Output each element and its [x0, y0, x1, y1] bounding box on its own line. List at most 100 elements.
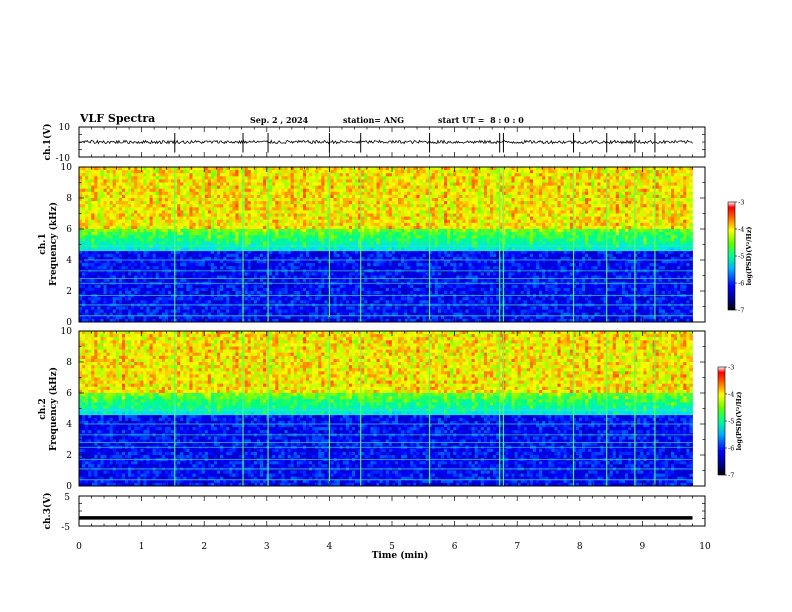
- spectrogram-cell: [223, 191, 227, 196]
- spectrogram-cell: [275, 291, 279, 295]
- spectrogram-cell: [204, 250, 209, 255]
- spectrogram-cell: [287, 179, 292, 183]
- spectrogram-cell: [223, 278, 227, 283]
- spectrogram-cell: [370, 201, 374, 205]
- spectrogram-cell: [256, 278, 261, 283]
- spectrogram-cell: [238, 247, 242, 252]
- spectrogram-cell: [204, 275, 209, 279]
- spectrogram-cell: [158, 306, 163, 310]
- spectrogram-cell: [336, 173, 341, 177]
- spectrogram-cell: [192, 297, 196, 301]
- spectrogram-cell: [213, 194, 218, 199]
- spectrogram-cell: [161, 198, 166, 202]
- spectrogram-cell: [207, 297, 212, 301]
- spectrogram-cell: [100, 312, 104, 317]
- spectrogram-cell: [143, 219, 147, 224]
- spectrogram-cell: [189, 241, 193, 245]
- spectrogram-cell: [293, 210, 298, 214]
- spectrogram-cell: [321, 179, 325, 183]
- spectrogram-cell: [238, 219, 242, 224]
- spectrogram-cell: [134, 216, 138, 221]
- spectrogram-cell: [217, 229, 221, 233]
- spectrogram-cell: [345, 291, 350, 295]
- spectrogram-cell: [263, 204, 267, 208]
- spectrogram-cell: [305, 284, 310, 289]
- spectrogram-cell: [164, 229, 169, 233]
- spectrogram-cell: [100, 284, 104, 289]
- spectrogram-cell: [339, 238, 344, 242]
- spectrogram-cell: [281, 306, 285, 310]
- spectrogram-cell: [115, 198, 120, 202]
- spectrogram-cell: [250, 238, 255, 242]
- spectrogram-cell: [204, 173, 209, 177]
- spectrogram-cell: [158, 312, 163, 317]
- spectrogram-cell: [85, 284, 89, 289]
- spectrogram-cell: [256, 179, 261, 183]
- spectrogram-cell: [229, 272, 233, 276]
- spectrogram-cell: [210, 201, 215, 205]
- spectrogram-cell: [250, 309, 255, 314]
- spectrogram-cell: [330, 201, 334, 205]
- spectrogram-cell: [244, 176, 249, 180]
- spectrogram-cell: [143, 306, 147, 310]
- spectrogram-cell: [370, 300, 374, 304]
- spectrogram-cell: [275, 198, 279, 202]
- spectrogram-cell: [263, 188, 267, 193]
- spectrogram-cell: [263, 300, 267, 304]
- spectrogram-cell: [177, 201, 181, 205]
- spectrogram-cell: [217, 256, 221, 261]
- spectrogram-cell: [85, 306, 89, 310]
- spectrogram-cell: [373, 185, 377, 190]
- spectrogram-cell: [125, 291, 129, 295]
- spectrogram-cell: [309, 222, 313, 227]
- spectrogram-cell: [275, 238, 279, 242]
- spectrogram-cell: [352, 207, 356, 211]
- spectrogram-cell: [161, 201, 166, 205]
- spectrogram-cell: [287, 235, 292, 239]
- spectrogram-cell: [361, 173, 365, 177]
- spectrogram-cell: [167, 179, 172, 183]
- spectrogram-cell: [281, 232, 285, 236]
- spectrogram-cell: [361, 213, 365, 217]
- spectrogram-cell: [352, 291, 356, 295]
- spectrogram-cell: [259, 306, 264, 310]
- spectrogram-cell: [275, 315, 279, 320]
- spectrogram-cell: [247, 173, 252, 177]
- spectrogram-cell: [79, 278, 83, 283]
- spectrogram-cell: [275, 207, 279, 211]
- spectrogram-cell: [103, 176, 108, 180]
- spectrogram-cell: [152, 278, 157, 283]
- spectrogram-cell: [217, 225, 221, 230]
- spectrogram-cell: [158, 222, 163, 227]
- spectrogram-cell: [88, 179, 92, 183]
- spectrogram-cell: [348, 272, 353, 276]
- spectrogram-cell: [370, 284, 374, 289]
- spectrogram-cell: [189, 250, 193, 255]
- spectrogram-cell: [94, 260, 98, 264]
- spectrogram-cell: [293, 201, 298, 205]
- spectrogram-cell: [373, 266, 377, 270]
- spectrogram-cell: [361, 315, 365, 320]
- spectrogram-cell: [189, 204, 193, 208]
- spectrogram-cell: [171, 306, 175, 310]
- spectrogram-cell: [79, 204, 83, 208]
- spectrogram-cell: [290, 179, 295, 183]
- spectrogram-cell: [115, 167, 120, 171]
- spectrogram-cell: [296, 241, 301, 245]
- spectrogram-cell: [167, 238, 172, 242]
- spectrogram-cell: [121, 275, 126, 279]
- spectrogram-cell: [321, 204, 325, 208]
- spectrogram-cell: [125, 201, 129, 205]
- spectrogram-cell: [253, 216, 258, 221]
- spectrogram-cell: [256, 253, 261, 258]
- spectrogram-cell: [128, 266, 132, 270]
- spectrogram-cell: [226, 318, 230, 323]
- spectrogram-cell: [370, 185, 374, 190]
- spectrogram-cell: [318, 291, 322, 295]
- spectrogram-cell: [131, 198, 135, 202]
- spectrogram-cell: [302, 232, 307, 236]
- spectrogram-cell: [109, 256, 114, 261]
- spectrogram-cell: [167, 256, 172, 261]
- spectrogram-cell: [115, 315, 120, 320]
- spectrogram-cell: [348, 198, 353, 202]
